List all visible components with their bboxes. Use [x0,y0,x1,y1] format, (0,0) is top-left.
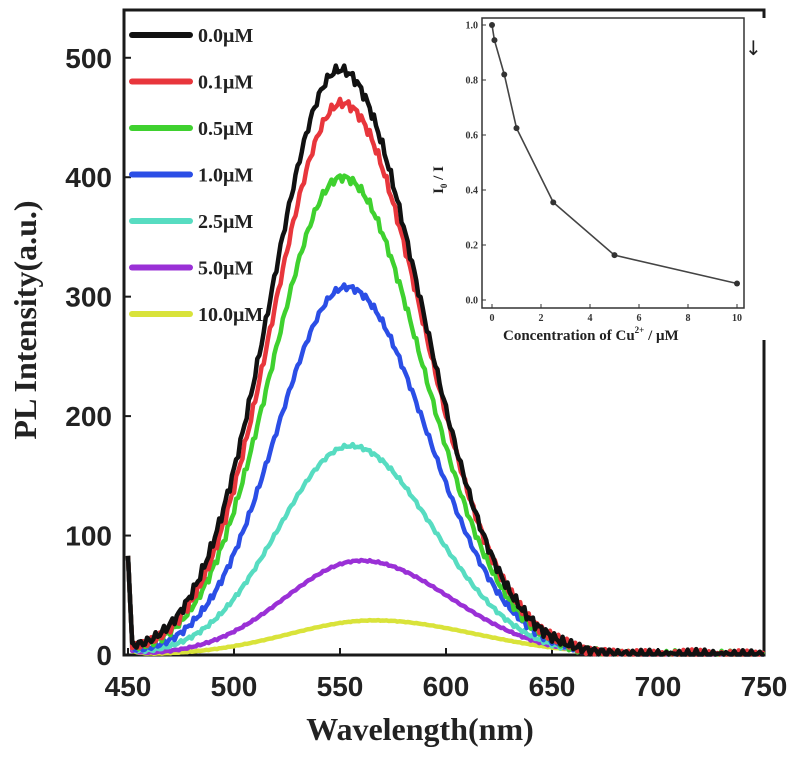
legend: 0.0μM 0.1μM 0.5μM 1.0μM 2.5μM 5.0μM 10.0μM [129,25,263,326]
inset-point [491,37,498,44]
x-tick-label: 600 [423,671,470,702]
inset-x-axis-label: Concentration of Cu2+ / μM [503,325,679,344]
y-tick-label: 300 [65,282,112,313]
legend-label: 1.0μM [198,165,253,187]
inset-x-tick-label: 0 [490,313,495,324]
legend-label: 2.5μM [198,211,253,233]
inset-x-tick-label: 10 [732,313,742,324]
inset-point [550,199,557,206]
x-axis-label: Wavelength(nm) [306,711,534,747]
legend-label: 5.0μM [198,258,253,280]
inset-curve [489,22,740,287]
inset-x-tick-label: 8 [686,313,691,324]
inset-x-label-main: Concentration of Cu [503,328,635,344]
y-tick-label: 0 [96,640,112,671]
series-line [125,63,765,657]
corner-arrow-mark: ↓ [745,36,762,60]
x-tick-label: 550 [317,671,364,702]
inset-y-tick-label: 1.0 [466,21,479,32]
inset-y-label-main: I [431,188,447,194]
inset-y-tick-label: 0.4 [466,186,479,197]
inset-frame [479,18,769,340]
y-tick-label: 100 [65,521,112,552]
y-axis-label: PL Intensity(a.u.) [7,200,43,439]
inset-x-label-sup: 2+ [635,325,645,335]
series-line [125,441,765,657]
inset-point [489,22,495,28]
legend-label: 10.0μM [198,304,263,326]
legend-label: 0.1μM [198,72,253,94]
inset-y-tick-label: 0.0 [466,296,479,307]
y-tick-label: 400 [65,162,112,193]
inset-x-tick-label: 6 [637,313,642,324]
y-tick-label: 200 [65,401,112,432]
inset-plot-frame [481,17,745,309]
inset-point [611,252,618,259]
legend-label: 0.5μM [198,118,253,140]
inset-y-tick-label: 0.6 [466,131,479,142]
x-tick-label: 650 [529,671,576,702]
inset-point [513,125,520,132]
x-tick-label: 450 [105,671,152,702]
y-tick-label: 500 [65,43,112,74]
inset-x-label-tail: / μM [644,328,678,344]
x-tick-label: 750 [741,671,788,702]
inset-x-tick-label: 2 [539,313,544,324]
inset-y-label-sub: 0 [439,183,449,188]
inset-x-tick-label: 4 [588,313,593,324]
x-tick-label: 500 [211,671,258,702]
legend-label: 0.0μM [198,25,253,47]
inset-point [501,71,508,78]
inset-axes: 0 2 4 6 8 10 0.0 0.2 0.4 0.6 0.8 1.0 [466,21,743,325]
inset-y-tick-label: 0.2 [466,241,479,252]
main-curves [125,63,766,657]
main-axes [124,56,765,656]
inset-y-tick-label: 0.8 [466,76,479,87]
inset-point [734,280,740,287]
inset-y-label-tail: / I [431,166,447,184]
inset-y-axis-label: I0 / I [431,166,449,194]
x-tick-label: 700 [635,671,682,702]
